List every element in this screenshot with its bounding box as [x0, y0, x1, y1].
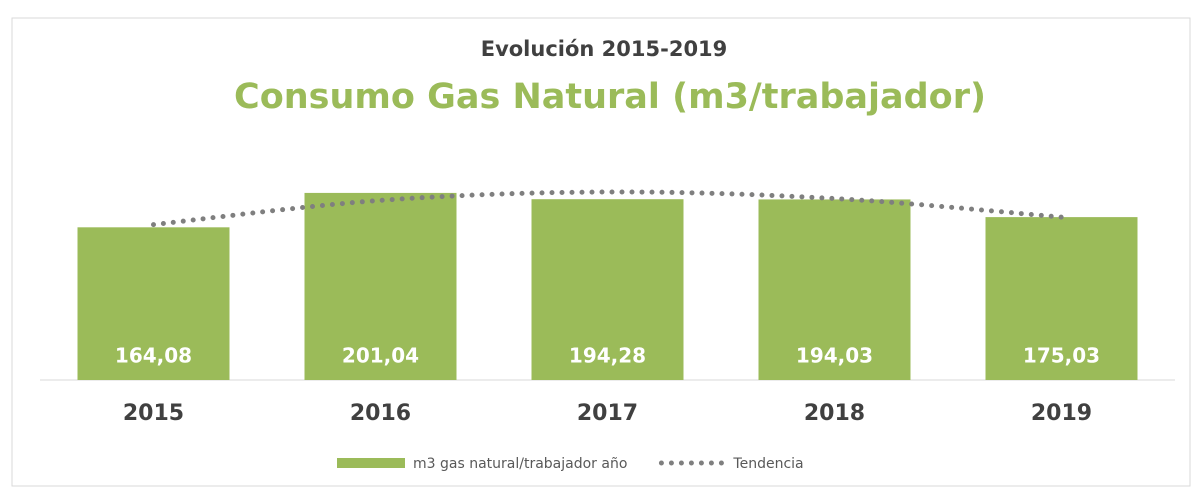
x-tick-label: 2017	[577, 401, 638, 426]
bar	[304, 192, 457, 380]
data-label: 194,03	[796, 344, 873, 368]
x-tick-label: 2015	[123, 401, 184, 426]
trend-line	[151, 189, 1064, 228]
legend-label: Tendencia	[732, 456, 803, 472]
bar	[531, 199, 684, 380]
chart-subtitle: Consumo Gas Natural (m3/trabajador)	[234, 77, 986, 117]
bar	[758, 199, 911, 380]
bar	[77, 227, 230, 380]
data-label: 164,08	[115, 344, 192, 368]
bar	[985, 217, 1138, 380]
x-tick-label: 2019	[1031, 401, 1092, 426]
x-tick-label: 2016	[350, 401, 411, 426]
data-label: 201,04	[342, 344, 419, 368]
data-label: 175,03	[1023, 344, 1100, 368]
legend-label: m3 gas natural/trabajador año	[413, 456, 627, 472]
legend-swatch	[337, 458, 405, 468]
x-tick-label: 2018	[804, 401, 865, 426]
data-label: 194,28	[569, 344, 646, 368]
chart-title: Evolución 2015-2019	[481, 37, 728, 61]
